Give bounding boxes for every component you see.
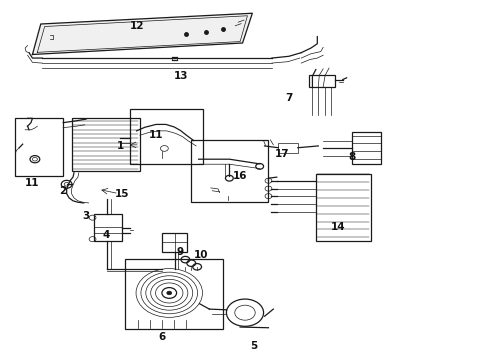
Text: 6: 6 [158,332,166,342]
Text: 2: 2 [60,186,67,197]
Bar [316,174,370,241]
Text: 4: 4 [102,230,109,239]
Text: 14: 14 [331,222,345,232]
Text: 16: 16 [233,171,247,181]
Text: 9: 9 [177,247,184,257]
Text: 5: 5 [250,341,257,351]
Bar [94,214,122,241]
Bar [130,109,203,164]
Bar [15,118,63,176]
Text: 1: 1 [117,141,124,151]
Text: 12: 12 [130,21,145,31]
Bar [125,259,223,329]
Text: 10: 10 [194,250,208,260]
Bar [162,233,187,252]
Bar [309,75,335,87]
Text: 17: 17 [274,149,289,159]
Text: 3: 3 [83,211,90,221]
Bar [72,118,140,171]
Text: 13: 13 [174,71,189,81]
Text: 11: 11 [149,130,163,140]
Bar [278,143,298,153]
Polygon shape [32,13,252,54]
Bar [352,132,381,164]
Bar [191,140,269,202]
Text: 11: 11 [25,177,40,188]
Text: 8: 8 [349,152,356,162]
Text: 7: 7 [285,93,293,103]
Circle shape [167,291,172,295]
Text: 15: 15 [115,189,129,199]
